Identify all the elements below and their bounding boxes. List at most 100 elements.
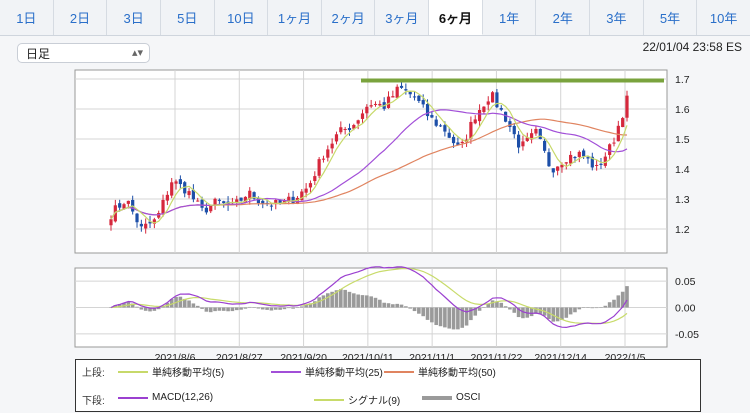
candle-body-13 [165, 194, 169, 201]
osci-bar-45 [304, 305, 308, 308]
tab-10[interactable]: 2年 [536, 0, 591, 35]
osci-bar-1 [113, 304, 118, 308]
candle-body-97 [530, 133, 534, 140]
osci-bar-11 [156, 307, 161, 310]
candle-body-30 [239, 197, 243, 201]
osci-bar-82 [464, 307, 469, 326]
legend-text-ma5: 単純移動平均(5) [152, 368, 225, 379]
candle-body-54 [343, 128, 347, 130]
tab-2[interactable]: 3日 [107, 0, 161, 35]
osci-bar-59 [365, 295, 369, 308]
osci-bar-109 [581, 307, 586, 308]
tab-13[interactable]: 10年 [709, 11, 738, 26]
osci-bar-48 [317, 297, 321, 308]
candle-body-87 [486, 101, 490, 105]
osci-bar-8 [143, 307, 148, 311]
interval-select[interactable]: 日足 ▴▾ [17, 43, 150, 63]
osci-bar-0 [109, 307, 113, 308]
candle-body-38 [274, 199, 278, 204]
candle-body-51 [330, 143, 334, 149]
candle-body-91 [503, 111, 508, 122]
osci-bar-6 [135, 306, 139, 308]
candle-body-88 [490, 92, 495, 103]
osci-bar-47 [312, 301, 317, 308]
candle-body-71 [417, 95, 421, 102]
tab-6[interactable]: 2ヶ月 [322, 0, 376, 35]
osci-bar-39 [278, 307, 282, 310]
osci-bar-105 [564, 307, 569, 318]
legend-text-ma50: 単純移動平均(50) [418, 368, 496, 379]
osci-bar-72 [421, 307, 426, 317]
legend-item-macd: MACD(12,26) [118, 392, 213, 403]
osci-bar-117 [616, 295, 621, 308]
legend-swatch-ma25 [271, 370, 301, 373]
tab-4[interactable]: 10日 [215, 0, 269, 35]
candle-body-31 [243, 196, 248, 203]
osci-bar-60 [369, 296, 373, 308]
candle-body-16 [178, 179, 182, 185]
osci-bar-43 [295, 307, 300, 309]
candle-body-66 [395, 86, 399, 98]
osci-bar-51 [330, 291, 334, 308]
candle-body-107 [573, 157, 577, 159]
legend-swatch-macd [118, 396, 148, 399]
candle-body-104 [560, 164, 564, 168]
osci-bar-53 [339, 289, 343, 308]
legend-text-signal: シグナル(9) [348, 396, 401, 407]
osci-bar-32 [247, 306, 252, 308]
candle-body-10 [152, 219, 156, 224]
period-tabs: 1日 2日 3日 5日 10日 1ヶ月 2ヶ月 3ヶ月 6ヶ月 1年 2年 3年 5年 10年 [0, 0, 750, 36]
candle-body-24 [213, 198, 217, 206]
tab-1[interactable]: 2日 [54, 0, 108, 35]
tab-0[interactable]: 1日 [0, 0, 54, 35]
candle-body-59 [365, 106, 369, 114]
candle-body-105 [564, 162, 568, 164]
candle-body-118 [621, 118, 625, 128]
tab-5[interactable]: 1ヶ月 [268, 0, 322, 35]
candle-body-55 [347, 128, 352, 131]
osci-bar-86 [482, 306, 486, 308]
osci-bar-77 [443, 307, 447, 328]
osci-bar-46 [308, 303, 313, 308]
candle-body-83 [469, 121, 473, 139]
candle-body-68 [404, 89, 408, 91]
timestamp: 22/01/04 23:58 ES [642, 40, 742, 54]
candle-body-33 [252, 192, 256, 199]
osci-bar-76 [438, 307, 443, 327]
candle-body-92 [508, 121, 512, 128]
x-tick-label-5: 2021/11/22 [471, 352, 523, 360]
candle-body-67 [399, 85, 404, 88]
x-tick-label-4: 2021/11/1 [409, 352, 455, 360]
osci-bar-114 [603, 305, 608, 308]
x-tick-label-7: 2022/1/5 [605, 352, 646, 360]
osci-bar-5 [130, 303, 135, 308]
tab-3[interactable]: 5日 [161, 0, 215, 35]
osci-bar-25 [217, 307, 222, 311]
candle-body-108 [577, 151, 581, 157]
legend-upper-label: 上段: [82, 368, 105, 379]
legend-item-signal: シグナル(9) [314, 392, 400, 407]
osci-bar-92 [508, 307, 512, 310]
tab-7[interactable]: 3ヶ月 [375, 0, 430, 35]
osci-bar-102 [551, 307, 556, 322]
osci-bar-61 [373, 297, 378, 308]
candle-body-11 [157, 213, 161, 218]
osci-bar-54 [343, 289, 347, 308]
y-tick-label-4: 1.6 [675, 104, 690, 116]
legend-item-ma25: 単純移動平均(25) [271, 364, 383, 379]
osci-bar-103 [555, 307, 560, 322]
candle-body-95 [521, 141, 525, 147]
tab-9[interactable]: 1年 [483, 0, 537, 35]
candle-body-9 [148, 221, 152, 224]
tab-8[interactable]: 6ヶ月 [429, 0, 483, 35]
legend-swatch-ma5 [118, 370, 148, 373]
candle-body-40 [282, 200, 287, 204]
osci-bar-115 [607, 302, 612, 308]
tab-11[interactable]: 3年 [590, 0, 644, 35]
osci-bar-106 [568, 307, 573, 315]
tab-12[interactable]: 5年 [644, 0, 698, 35]
candle-body-64 [386, 96, 391, 108]
y-tick-label-0: 1.2 [675, 224, 690, 236]
osci-bar-83 [469, 307, 473, 321]
candle-body-32 [248, 190, 252, 200]
